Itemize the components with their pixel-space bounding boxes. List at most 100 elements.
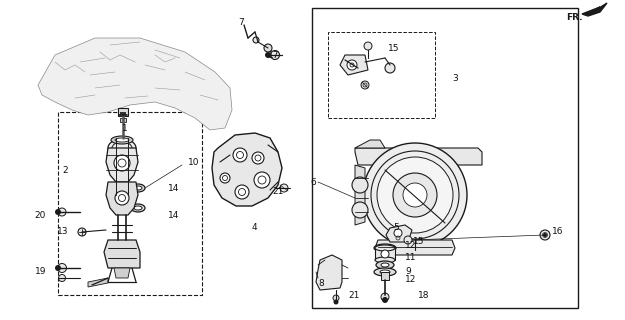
Polygon shape — [355, 165, 365, 225]
Polygon shape — [375, 240, 455, 255]
Ellipse shape — [134, 186, 142, 190]
Circle shape — [59, 275, 66, 282]
Circle shape — [394, 229, 402, 237]
Polygon shape — [381, 272, 389, 280]
Polygon shape — [375, 248, 395, 260]
Polygon shape — [120, 118, 126, 122]
Text: 6: 6 — [310, 178, 316, 187]
Polygon shape — [88, 278, 108, 287]
Ellipse shape — [381, 263, 389, 267]
Text: 13: 13 — [56, 228, 68, 236]
Ellipse shape — [380, 246, 390, 250]
Bar — [312, 8, 578, 308]
Circle shape — [58, 208, 66, 216]
Circle shape — [543, 233, 547, 237]
Circle shape — [363, 143, 467, 247]
Circle shape — [115, 191, 129, 205]
Circle shape — [404, 236, 412, 244]
Text: 12: 12 — [405, 241, 416, 250]
Bar — [328, 32, 435, 118]
Ellipse shape — [374, 244, 396, 252]
Circle shape — [352, 202, 368, 218]
Polygon shape — [106, 148, 138, 182]
Circle shape — [540, 230, 550, 240]
Text: 21: 21 — [348, 292, 359, 300]
Text: 9: 9 — [405, 268, 411, 276]
Text: 5: 5 — [393, 223, 399, 233]
Circle shape — [393, 173, 437, 217]
Circle shape — [235, 185, 249, 199]
Text: 14: 14 — [168, 211, 179, 220]
Circle shape — [352, 177, 368, 193]
Circle shape — [233, 148, 247, 162]
Polygon shape — [38, 38, 232, 130]
Text: 4: 4 — [252, 223, 258, 233]
Text: 15: 15 — [413, 237, 424, 246]
Text: 7: 7 — [238, 18, 244, 27]
Circle shape — [364, 42, 372, 50]
Circle shape — [381, 250, 389, 258]
Circle shape — [55, 265, 61, 271]
Polygon shape — [355, 148, 482, 165]
Text: 19: 19 — [34, 268, 46, 276]
Polygon shape — [582, 3, 607, 16]
Polygon shape — [120, 112, 126, 115]
Ellipse shape — [375, 245, 395, 251]
Text: 8: 8 — [318, 278, 324, 287]
Text: 17: 17 — [268, 51, 279, 60]
Circle shape — [265, 52, 271, 58]
Ellipse shape — [111, 136, 133, 144]
Text: 16: 16 — [552, 228, 564, 236]
Polygon shape — [114, 268, 130, 278]
Circle shape — [220, 173, 230, 183]
Circle shape — [252, 152, 264, 164]
Text: 11: 11 — [405, 253, 416, 262]
Circle shape — [280, 184, 288, 192]
Ellipse shape — [131, 204, 145, 212]
Ellipse shape — [376, 261, 394, 269]
Circle shape — [381, 293, 389, 301]
Ellipse shape — [115, 138, 129, 142]
Circle shape — [114, 155, 130, 171]
Circle shape — [334, 300, 339, 305]
Polygon shape — [355, 140, 385, 148]
Text: 18: 18 — [418, 292, 429, 300]
Circle shape — [385, 63, 395, 73]
Text: 15: 15 — [388, 44, 399, 52]
Circle shape — [55, 209, 61, 215]
Polygon shape — [212, 133, 282, 206]
Text: 10: 10 — [188, 157, 199, 166]
Text: 3: 3 — [452, 74, 458, 83]
Circle shape — [78, 228, 86, 236]
Ellipse shape — [374, 268, 396, 276]
Circle shape — [361, 81, 369, 89]
Text: 1: 1 — [122, 124, 127, 132]
Bar — [58, 112, 202, 295]
Circle shape — [347, 60, 357, 70]
Circle shape — [264, 44, 272, 52]
Ellipse shape — [108, 139, 136, 157]
Text: 21: 21 — [272, 188, 283, 196]
Text: 2: 2 — [62, 165, 68, 174]
Polygon shape — [386, 225, 412, 242]
Circle shape — [382, 297, 388, 303]
Bar — [118, 108, 128, 116]
Polygon shape — [340, 55, 368, 75]
Text: 12: 12 — [405, 276, 416, 284]
Polygon shape — [316, 255, 342, 290]
Circle shape — [271, 51, 279, 60]
Circle shape — [58, 263, 66, 273]
Text: 20: 20 — [34, 211, 46, 220]
Circle shape — [403, 183, 427, 207]
Ellipse shape — [380, 270, 390, 274]
Circle shape — [253, 37, 259, 43]
Text: 14: 14 — [168, 183, 179, 193]
Polygon shape — [104, 240, 140, 268]
Polygon shape — [106, 182, 138, 215]
Circle shape — [333, 295, 339, 301]
Ellipse shape — [134, 206, 142, 210]
Ellipse shape — [375, 257, 395, 263]
Text: FR.: FR. — [566, 12, 582, 21]
Circle shape — [254, 172, 270, 188]
Ellipse shape — [131, 184, 145, 192]
